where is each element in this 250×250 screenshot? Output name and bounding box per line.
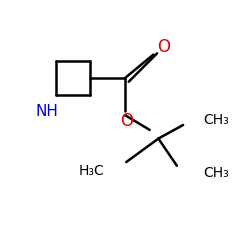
Text: H₃C: H₃C <box>78 164 104 178</box>
Text: O: O <box>157 38 170 56</box>
Text: NH: NH <box>36 104 59 119</box>
Text: O: O <box>120 112 133 130</box>
Text: CH₃: CH₃ <box>203 166 228 180</box>
Text: CH₃: CH₃ <box>203 113 228 127</box>
